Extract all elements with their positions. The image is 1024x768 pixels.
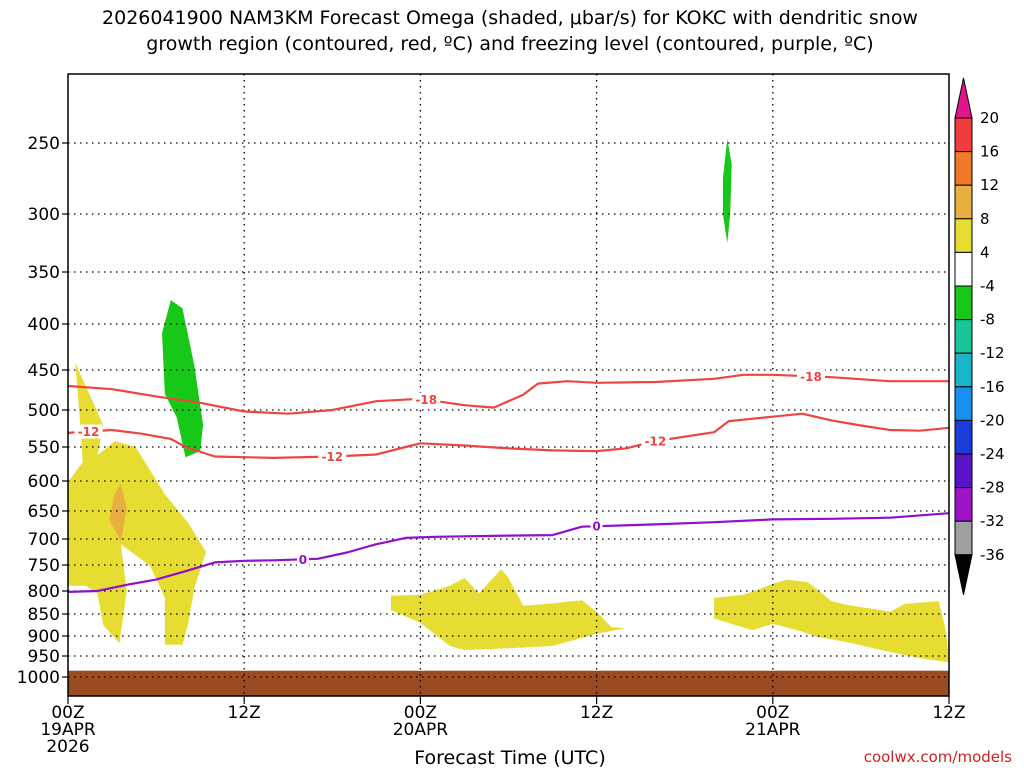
x-tick-label-2-1: 20APR: [393, 720, 449, 740]
contour-label-bg-2-1: [590, 519, 603, 534]
contour-label-1-2: -12: [644, 435, 666, 449]
contour-label-0-1: -18: [800, 370, 822, 384]
colorbar-label-9: -20: [980, 411, 1005, 429]
colorbar-segment-11: [954, 487, 973, 522]
y-tick-label-950: 950: [28, 647, 60, 667]
chart-title-line1: 2026041900 NAM3KM Forecast Omega (shaded…: [102, 7, 918, 29]
contour-line-2: [68, 512, 949, 593]
contour-label-1-0: -12: [78, 425, 100, 439]
omega-region-1: [109, 484, 127, 542]
y-tick-label-500: 500: [28, 401, 60, 421]
colorbar-segment-3: [954, 218, 973, 253]
y-tick-label-700: 700: [28, 530, 60, 550]
omega-region-5: [714, 579, 949, 663]
y-tick-label-350: 350: [28, 263, 60, 283]
colorbar-segment-5: [954, 285, 973, 321]
credit-text: coolwx.com/models: [864, 748, 1012, 766]
pressure-axis: 2503003504004505005506006507007508008509…: [17, 134, 68, 688]
contour-labels: -18 -18 -12 -12 -12 0 0: [74, 369, 825, 567]
contour-label-bg-1-0: [74, 424, 103, 439]
colorbar-label-4: 4: [980, 243, 990, 261]
y-tick-label-1000: 1000: [17, 668, 60, 688]
temperature-contours: [68, 373, 949, 593]
contour-label-bg-0-0: [412, 392, 441, 407]
colorbar-label-12: -32: [980, 512, 1005, 530]
colorbar-label-0: 20: [980, 109, 999, 127]
colorbar-label-13: -36: [980, 546, 1005, 564]
plot-frame: [67, 73, 950, 697]
chart-title-line2: growth region (contoured, red, ºC) and f…: [146, 33, 873, 55]
y-tick-label-800: 800: [28, 582, 60, 602]
contour-label-bg-2-0: [296, 552, 309, 567]
contour-line-0: [68, 373, 949, 415]
colorbar-label-7: -12: [980, 344, 1005, 362]
omega-region-4: [391, 569, 626, 650]
omega-region-3: [722, 138, 732, 243]
contour-line-1: [68, 412, 949, 459]
x-tick-label-0-2: 2026: [46, 737, 89, 757]
y-tick-label-400: 400: [28, 315, 60, 335]
x-axis-label: Forecast Time (UTC): [414, 747, 605, 768]
colorbar-label-11: -28: [980, 479, 1005, 497]
y-tick-label-900: 900: [28, 627, 60, 647]
y-tick-label-600: 600: [28, 472, 60, 492]
colorbar-segment-1: [954, 151, 973, 186]
y-tick-label-650: 650: [28, 502, 60, 522]
colorbar-label-6: -8: [980, 311, 995, 329]
colorbar-label-10: -24: [980, 445, 1005, 463]
colorbar-segment-8: [954, 386, 973, 421]
colorbar-top-arrow: [954, 77, 973, 119]
colorbar-segment-7: [954, 352, 973, 388]
contour-label-1-1: -12: [321, 450, 343, 464]
x-tick-label-1-0: 12Z: [228, 703, 261, 723]
x-tick-label-4-0: 00Z: [756, 703, 789, 723]
y-tick-label-850: 850: [28, 605, 60, 625]
contour-label-2-1: 0: [592, 520, 600, 534]
y-tick-label-250: 250: [28, 134, 60, 154]
colorbar-segment-4: [954, 251, 973, 287]
omega-region-2: [162, 300, 204, 458]
contour-label-0-0: -18: [415, 393, 437, 407]
y-tick-label-550: 550: [28, 438, 60, 458]
colorbar-label-5: -4: [980, 277, 995, 295]
y-tick-label-750: 750: [28, 556, 60, 576]
contour-label-bg-1-2: [641, 434, 670, 449]
x-tick-label-2-0: 00Z: [404, 703, 437, 723]
colorbar-segment-0: [954, 117, 973, 153]
colorbar-segment-12: [954, 520, 973, 556]
omega-colorbar: 20 16 12 8 4 -4 -8 -12 -16 -20 -24 -28 -32 -36: [954, 77, 1005, 595]
x-tick-label-0-1: 19APR: [40, 720, 96, 740]
colorbar-label-2: 12: [980, 176, 999, 194]
x-tick-label-0-0: 00Z: [51, 703, 84, 723]
colorbar-label-8: -16: [980, 378, 1005, 396]
colorbar-segment-2: [954, 184, 973, 220]
contour-label-2-0: 0: [299, 553, 307, 567]
contour-label-bg-0-1: [796, 369, 825, 384]
contour-label-bg-1-1: [318, 449, 347, 464]
x-tick-label-5-0: 12Z: [932, 703, 965, 723]
colorbar-segment-10: [954, 453, 973, 489]
colorbar-segment-6: [954, 319, 973, 354]
x-tick-label-3-0: 12Z: [580, 703, 613, 723]
x-tick-label-4-1: 21APR: [745, 720, 801, 740]
colorbar-segment-9: [954, 419, 973, 455]
colorbar-label-3: 8: [980, 210, 990, 228]
y-tick-label-300: 300: [28, 205, 60, 225]
colorbar-bottom-arrow: [954, 554, 973, 595]
y-tick-label-450: 450: [28, 361, 60, 381]
colorbar-label-1: 16: [980, 143, 999, 161]
ground-layer: [68, 670, 949, 696]
